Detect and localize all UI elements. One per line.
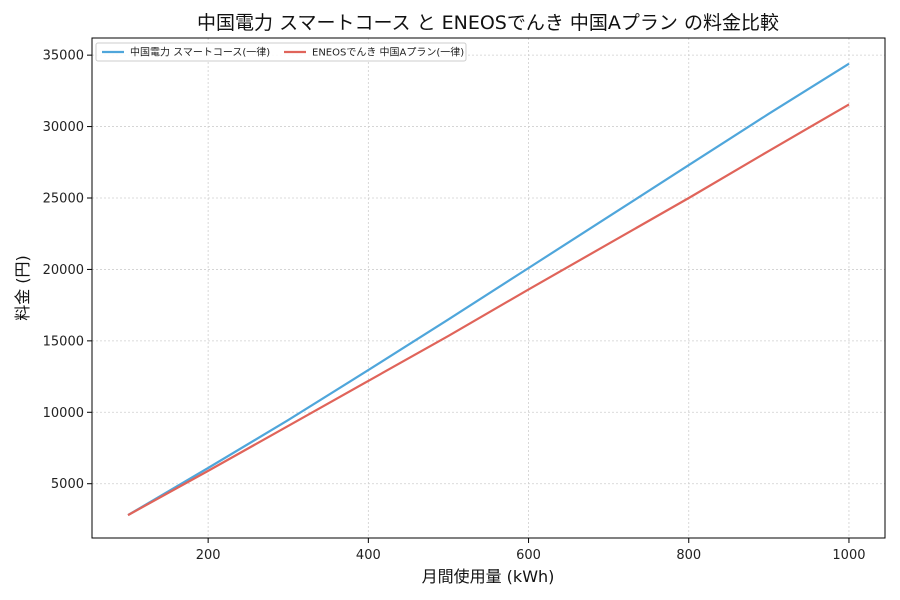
- x-tick-label: 1000: [832, 548, 865, 563]
- y-tick-label: 5000: [51, 477, 84, 492]
- y-tick-label: 30000: [43, 120, 84, 135]
- plot-frame: [91, 37, 886, 539]
- x-axis: 200 400 600 800 1000: [196, 538, 866, 563]
- x-tick-label: 400: [356, 548, 381, 563]
- y-tick-label: 35000: [43, 49, 84, 64]
- y-axis-label: 料金 (円): [13, 255, 32, 321]
- legend-label-2: ENEOSでんき 中国Aプラン(一律): [312, 46, 464, 59]
- x-tick-label: 200: [196, 548, 221, 563]
- legend: 中国電力 スマートコース(一律) ENEOSでんき 中国Aプラン(一律): [95, 42, 467, 62]
- chart-title: 中国電力 スマートコース と ENEOSでんき 中国Aプラン の料金比較: [197, 12, 779, 34]
- series-line-2: [127, 103, 850, 517]
- grid: [92, 38, 885, 538]
- legend-label-1: 中国電力 スマートコース(一律): [130, 46, 270, 59]
- y-tick-label: 10000: [43, 406, 84, 421]
- y-tick-label: 20000: [43, 263, 84, 278]
- y-axis: 5000 10000 15000 20000 25000 30000 35000: [43, 49, 92, 492]
- legend-box: [95, 42, 467, 62]
- series-line-1: [127, 62, 850, 517]
- x-tick-label: 800: [676, 548, 701, 563]
- x-tick-label: 600: [516, 548, 541, 563]
- y-tick-label: 15000: [43, 334, 84, 349]
- y-tick-label: 25000: [43, 192, 84, 207]
- series-group: [127, 62, 850, 517]
- x-axis-label: 月間使用量 (kWh): [422, 567, 555, 586]
